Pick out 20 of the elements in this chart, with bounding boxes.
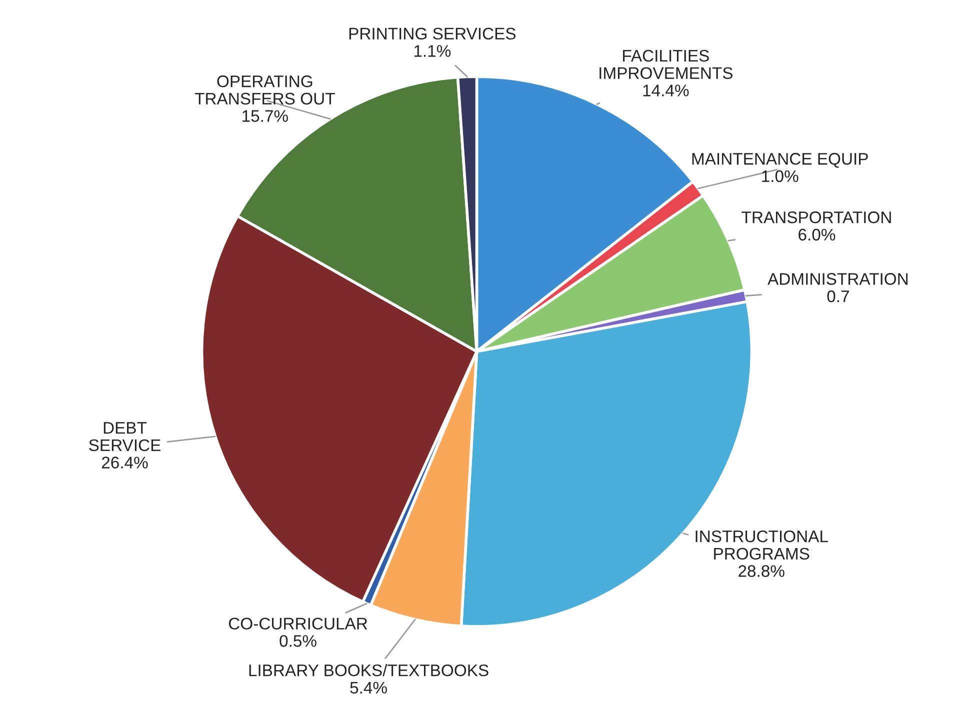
slice-label: TRANSPORTATION: [742, 211, 891, 224]
slice-label: CO-CURRICULAR: [228, 618, 368, 630]
slice-label: PRINTING SERVICES: [349, 28, 516, 40]
data-label: 5.4%: [350, 682, 387, 694]
slice-label: LIBRARY BOOKS/TEXTBOOKS: [249, 664, 488, 676]
slice-label: OPERATING TRANSFERS OUT: [194, 75, 335, 105]
data-label: 1.0%: [762, 170, 798, 182]
data-label: 0.7: [827, 290, 849, 302]
slice-label: DEBT SERVICE: [89, 422, 160, 452]
slice-label: MAINTENANCE EQUIP: [692, 152, 868, 168]
data-label: 6.0%: [798, 228, 836, 241]
data-label: 1.1%: [414, 45, 451, 57]
data-label: 28.8%: [738, 565, 784, 577]
data-label: 15.7%: [242, 110, 288, 122]
slice-label: ADMINISTRATION: [768, 273, 908, 285]
slice-label: INSTRUCTIONAL PROGRAMS: [696, 530, 828, 560]
data-label: 0.5%: [280, 635, 316, 647]
data-label: 14.4%: [643, 84, 689, 96]
slice-label: FACILITIES IMPROVEMENTS: [600, 50, 733, 80]
data-label: 26.4%: [102, 456, 148, 468]
